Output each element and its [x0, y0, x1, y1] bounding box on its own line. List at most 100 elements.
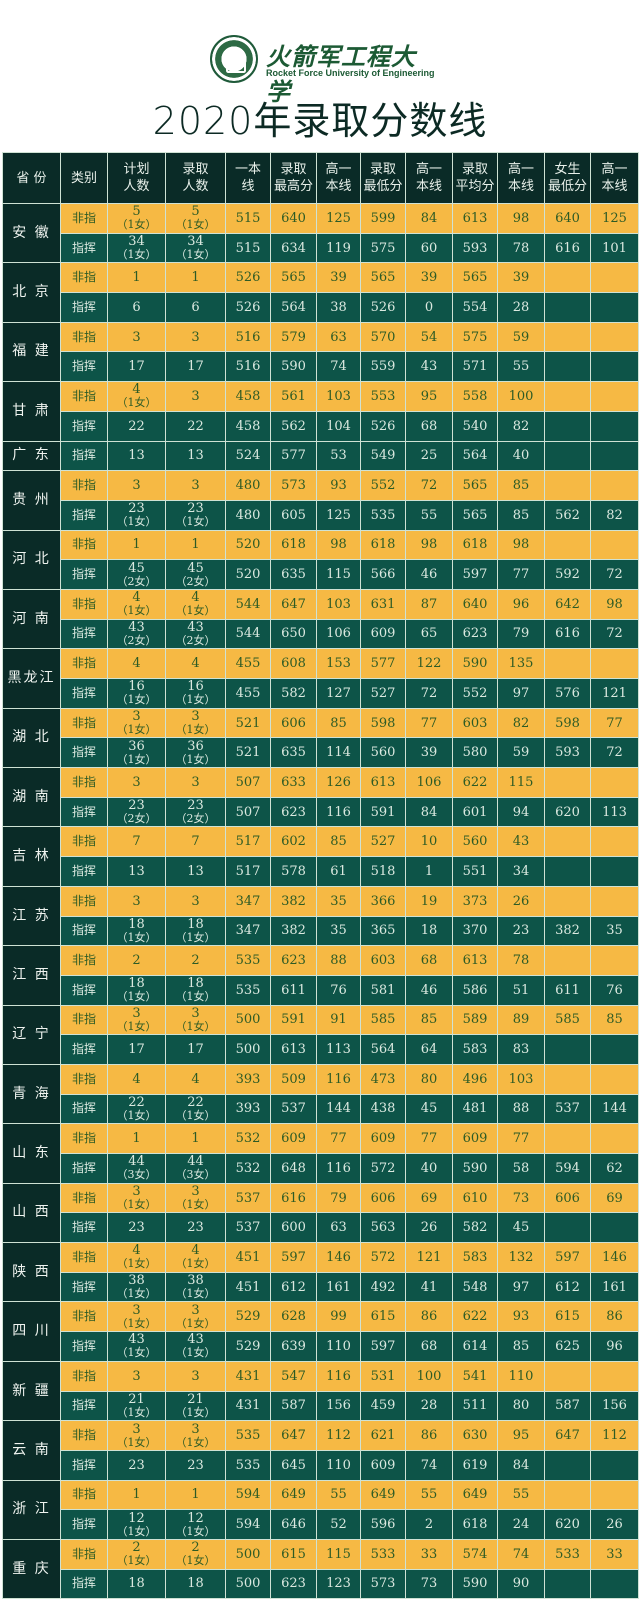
admit-count: 4 [165, 1063, 226, 1095]
score-cell: 46 [405, 974, 453, 1006]
table-row: 安 徽非指 5 （1女） 5 （1女） 515 640 125 599 84 613 98 640 125 [2, 202, 639, 264]
admit-count-count: 22 [187, 418, 204, 434]
score-cell: 566 [360, 559, 406, 590]
score-cell [590, 1063, 639, 1095]
column-header-text: 最低分 [363, 179, 403, 194]
category: 非指 [60, 1538, 108, 1570]
province-name: 吉 林 [2, 826, 61, 887]
admit-count: 2 （1女） [165, 1538, 226, 1570]
plan-count-female-note: （1女） [116, 515, 157, 529]
plan-count: 4 （1女） [107, 381, 166, 412]
score-cell: 52 [316, 1509, 361, 1540]
score-cell: 540 [452, 410, 498, 442]
score-cell: 520 [225, 559, 271, 590]
score-cell: 45 [405, 1093, 453, 1125]
score-cell: 553 [360, 381, 406, 412]
admit-count: 17 [165, 351, 226, 383]
score-cell: 73 [405, 1568, 453, 1599]
category: 指挥 [60, 1568, 108, 1599]
score-cell: 527 [360, 826, 406, 858]
table-row: 指挥 43 （2女） 43 （2女） 544 650 106 609 65 623 79 616 72 [3, 618, 639, 650]
score-cell [590, 1212, 639, 1244]
score-cell: 393 [225, 1063, 271, 1095]
category: 指挥 [60, 974, 108, 1006]
score-cell [544, 292, 591, 323]
score-cell [590, 945, 639, 976]
category: 指挥 [60, 1449, 108, 1481]
plan-count: 3 （1女） [107, 1182, 166, 1214]
score-cell: 480 [225, 470, 271, 501]
score-cell: 77 [405, 707, 453, 739]
score-cell: 563 [360, 1212, 406, 1244]
score-cell: 19 [405, 885, 453, 917]
score-cell: 455 [225, 648, 271, 679]
score-cell: 99 [316, 1301, 361, 1333]
admit-count-count: 13 [187, 863, 204, 879]
score-cell: 647 [270, 1420, 317, 1451]
admit-count-count: 18 [187, 976, 204, 992]
score-cell: 605 [270, 499, 317, 531]
score-cell: 548 [452, 1271, 498, 1303]
column-header-text: 录取 [461, 162, 488, 177]
score-cell: 573 [270, 470, 317, 501]
score-cell: 38 [316, 292, 361, 323]
plan-count: 17 [107, 351, 166, 383]
category: 指挥 [60, 410, 108, 442]
score-cell [544, 1449, 591, 1481]
score-cell: 46 [405, 559, 453, 590]
column-header-text: 一本 [234, 162, 261, 177]
score-cell: 68 [405, 410, 453, 442]
plan-count-count: 3 [132, 893, 141, 909]
admit-count-count: 3 [191, 1421, 200, 1437]
score-cell: 615 [270, 1538, 317, 1570]
table-row: 指挥 23 （2女） 23 （2女） 507 623 116 591 84 601 94 620 113 [3, 796, 639, 828]
plan-count-count: 12 [128, 1510, 145, 1526]
score-cell [544, 885, 591, 917]
score-cell: 10 [405, 826, 453, 858]
score-cell: 619 [452, 1449, 498, 1481]
score-cell: 113 [590, 796, 639, 828]
score-cell: 85 [497, 1331, 545, 1362]
score-cell: 53 [316, 440, 361, 472]
score-cell: 1 [405, 856, 453, 887]
score-cell: 40 [497, 440, 545, 472]
score-cell: 640 [452, 588, 498, 620]
score-cell: 144 [316, 1093, 361, 1125]
score-cell: 95 [497, 1420, 545, 1451]
score-cell: 616 [544, 618, 591, 650]
score-cell: 113 [316, 1034, 361, 1065]
score-cell: 34 [497, 856, 545, 887]
admit-count-count: 4 [191, 656, 200, 672]
score-cell: 115 [316, 559, 361, 590]
score-cell: 132 [497, 1242, 545, 1273]
score-cell: 582 [452, 1212, 498, 1244]
column-header-text: 本线 [601, 179, 628, 194]
province-name: 广 东 [2, 440, 61, 472]
plan-count: 16 （1女） [107, 678, 166, 709]
score-cell: 526 [225, 262, 271, 294]
score-cell: 77 [497, 559, 545, 590]
score-cell: 590 [270, 351, 317, 383]
score-cell [590, 856, 639, 887]
score-cell: 586 [452, 974, 498, 1006]
score-cell: 382 [544, 915, 591, 947]
province-name: 安 徽 [2, 202, 61, 264]
score-cell: 609 [360, 1123, 406, 1154]
score-cell: 526 [225, 292, 271, 323]
plan-count-count: 3 [132, 1368, 141, 1384]
score-cell: 116 [316, 796, 361, 828]
plan-count-count: 18 [128, 976, 145, 992]
plan-count-female-note: （1女） [116, 752, 157, 766]
plan-count: 44 （3女） [107, 1153, 166, 1184]
plan-count: 3 [107, 470, 166, 501]
score-cell: 98 [497, 203, 545, 234]
province-name: 甘 肃 [2, 381, 61, 442]
plan-count: 43 （1女） [107, 1331, 166, 1362]
province-name: 浙 江 [2, 1479, 61, 1540]
score-cell: 55 [316, 1479, 361, 1511]
score-cell: 564 [270, 292, 317, 323]
score-cell: 597 [544, 1242, 591, 1273]
admit-count-count: 2 [191, 953, 200, 969]
plan-count: 34 （1女） [107, 232, 166, 264]
score-cell: 121 [405, 1242, 453, 1273]
